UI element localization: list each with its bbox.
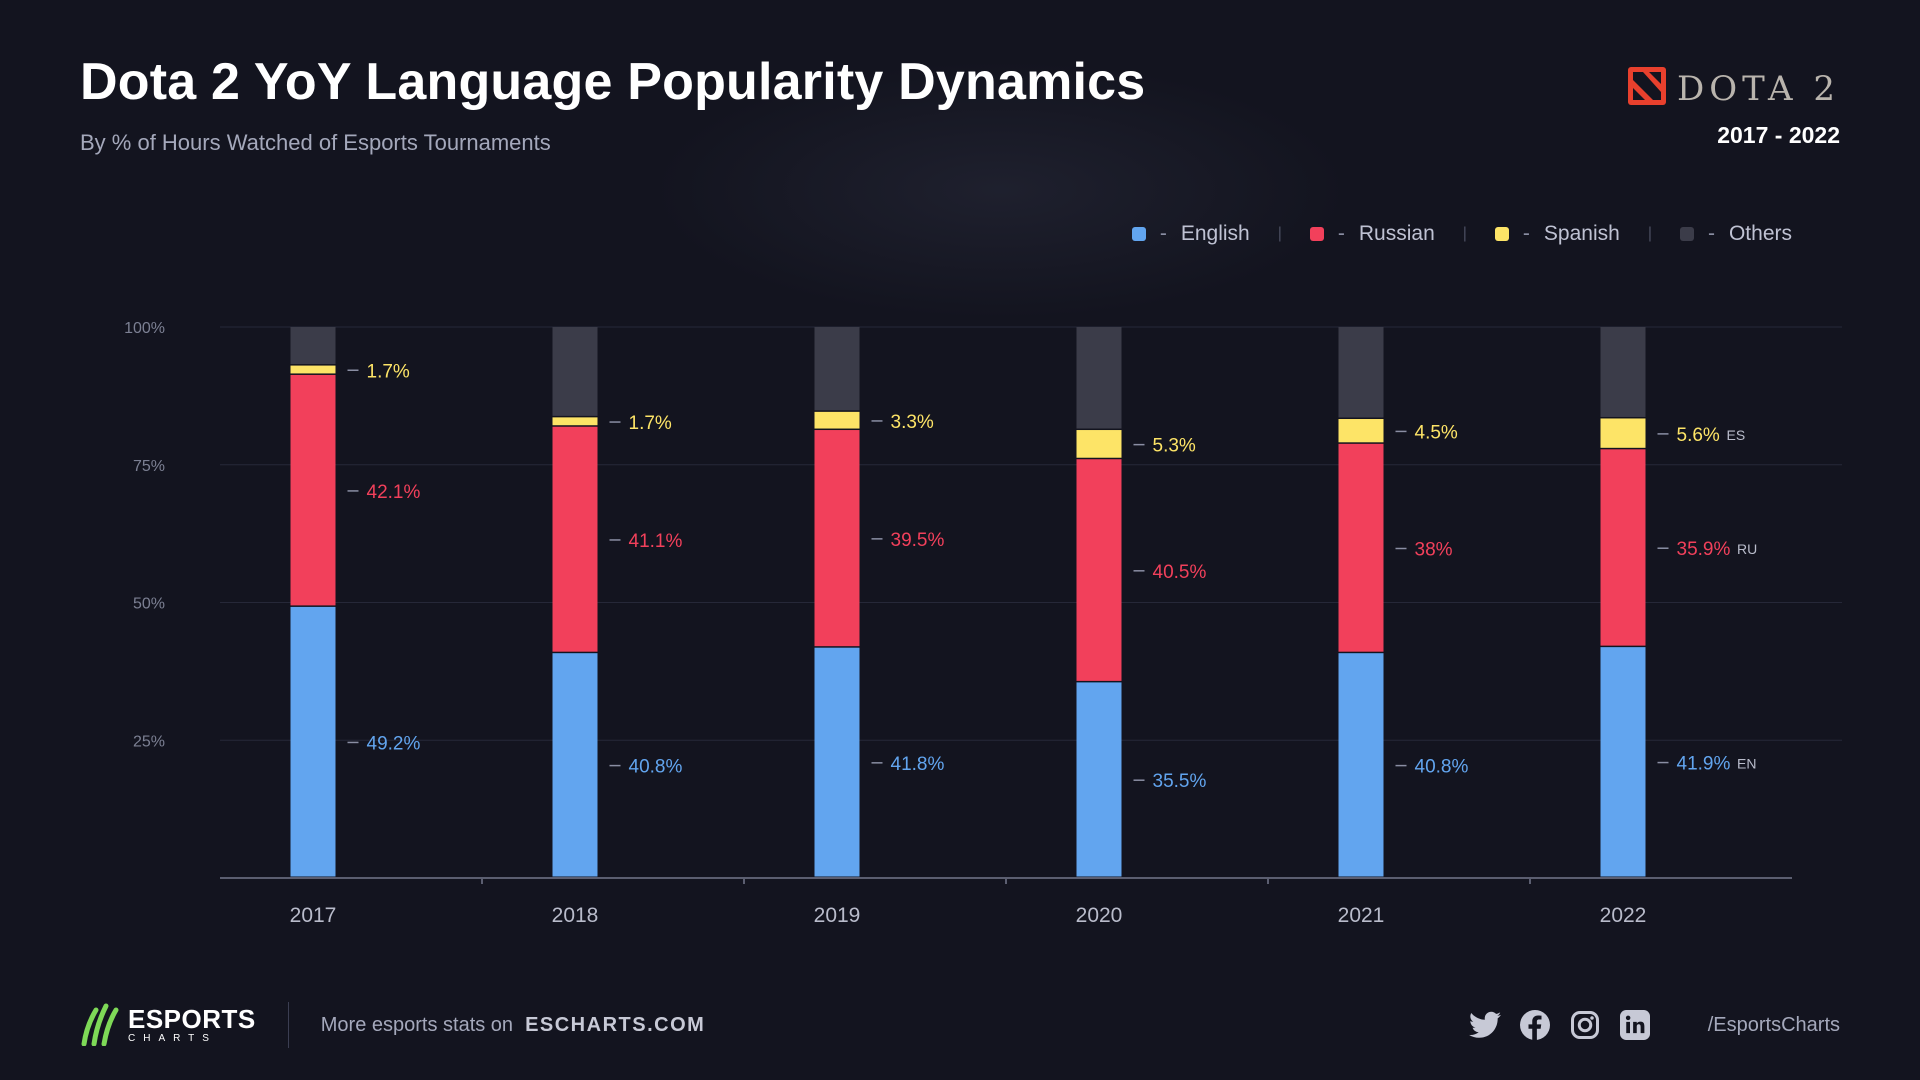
bar-segment-spanish bbox=[290, 365, 336, 374]
legend-item-russian: - Russian bbox=[1309, 222, 1435, 246]
bar-segment-others bbox=[814, 327, 860, 411]
legend-label-spanish: Spanish bbox=[1543, 222, 1620, 245]
legend-item-english: - English bbox=[1131, 222, 1250, 246]
bar-segment-russian bbox=[1600, 449, 1646, 646]
dota2-brand: DOTA 2 bbox=[1627, 66, 1840, 111]
data-label-spanish: 1.7% bbox=[629, 413, 672, 434]
legend-swatch-spanish bbox=[1494, 227, 1509, 241]
legend-dash: - bbox=[1522, 222, 1530, 245]
linkedin-icon[interactable] bbox=[1618, 1008, 1652, 1042]
legend-dash: - bbox=[1707, 222, 1715, 245]
data-label-spanish: 5.3% bbox=[1153, 436, 1196, 457]
instagram-icon[interactable] bbox=[1568, 1008, 1602, 1042]
bar-segment-others bbox=[1076, 327, 1122, 429]
bar-segment-russian bbox=[1076, 459, 1122, 681]
bar-segment-english bbox=[814, 647, 860, 877]
twitter-icon[interactable] bbox=[1468, 1008, 1502, 1042]
years-range: 2017 - 2022 bbox=[1717, 122, 1840, 148]
bar-segment-english bbox=[552, 653, 598, 877]
stacked-bar-chart: 25% 50% 75% 100% 49.2% 42.1% 1.7% 2017 40.8% 41.1… bbox=[124, 320, 1842, 927]
legend-separator: | bbox=[1462, 225, 1467, 242]
y-tick-label: 100% bbox=[124, 320, 165, 337]
language-code-label: RU bbox=[1737, 541, 1757, 557]
data-label-english: 40.8% bbox=[629, 757, 683, 778]
footer: ESPORTS CHARTS More esports stats on ESC… bbox=[80, 995, 1840, 1055]
legend-swatch-russian bbox=[1309, 227, 1324, 241]
language-code-label: ES bbox=[1727, 427, 1746, 443]
data-label-russian: 41.1% bbox=[629, 531, 683, 552]
social-handle[interactable]: /EsportsCharts bbox=[1707, 1013, 1840, 1036]
bar-segment-russian bbox=[552, 426, 598, 652]
data-label-spanish: 3.3% bbox=[891, 412, 934, 433]
bar-segment-spanish bbox=[552, 417, 598, 426]
facebook-icon[interactable] bbox=[1518, 1008, 1552, 1042]
x-tick-label: 2019 bbox=[814, 904, 861, 927]
bar-segment-english bbox=[1600, 647, 1646, 877]
legend-swatch-english bbox=[1131, 227, 1146, 241]
legend-swatch-others bbox=[1679, 227, 1694, 241]
footer-text: More esports stats on bbox=[320, 1013, 514, 1036]
legend-item-spanish: - Spanish bbox=[1494, 222, 1620, 246]
data-label-english: 40.8% bbox=[1415, 757, 1469, 778]
social-links: /EsportsCharts bbox=[1468, 1008, 1840, 1042]
y-tick-label: 75% bbox=[133, 458, 165, 475]
footer-divider bbox=[287, 1002, 289, 1048]
data-label-english: 41.9% bbox=[1677, 754, 1731, 775]
bar-segment-russian bbox=[814, 430, 860, 647]
data-label-russian: 42.1% bbox=[367, 482, 421, 503]
legend-label-others: Others bbox=[1728, 222, 1792, 245]
legend-item-others: - Others bbox=[1679, 222, 1792, 246]
x-tick-label: 2020 bbox=[1076, 904, 1123, 927]
x-tick-label: 2022 bbox=[1600, 904, 1647, 927]
legend-separator: | bbox=[1647, 225, 1652, 242]
data-label-spanish: 5.6% bbox=[1677, 425, 1720, 446]
bar-segment-others bbox=[290, 327, 336, 365]
bar-segment-others bbox=[1338, 327, 1384, 418]
esports-charts-logo-icon bbox=[80, 1000, 120, 1051]
bar-segment-english bbox=[290, 606, 336, 877]
bar-segment-spanish bbox=[814, 411, 860, 429]
data-label-russian: 40.5% bbox=[1153, 562, 1207, 583]
bar-segment-spanish bbox=[1076, 430, 1122, 458]
data-label-english: 49.2% bbox=[367, 733, 421, 754]
bar-segment-others bbox=[1600, 327, 1646, 417]
language-code-label: EN bbox=[1737, 756, 1756, 772]
data-label-russian: 35.9% bbox=[1677, 539, 1731, 560]
legend-label-english: English bbox=[1180, 222, 1250, 245]
logo-main-text: ESPORTS bbox=[128, 1004, 256, 1034]
data-label-spanish: 1.7% bbox=[367, 361, 410, 382]
data-label-spanish: 4.5% bbox=[1415, 422, 1458, 443]
bar-segment-english bbox=[1076, 682, 1122, 877]
bar-segment-english bbox=[1338, 653, 1384, 877]
chart-title: Dota 2 YoY Language Popularity Dynamics bbox=[80, 53, 1146, 111]
x-tick-label: 2021 bbox=[1338, 904, 1385, 927]
y-tick-label: 25% bbox=[133, 733, 165, 750]
legend-separator: | bbox=[1277, 225, 1282, 242]
bar-segment-spanish bbox=[1338, 419, 1384, 443]
esports-charts-logo[interactable]: ESPORTS CHARTS bbox=[80, 1000, 256, 1051]
y-tick-label: 50% bbox=[133, 596, 165, 613]
bar-segment-spanish bbox=[1600, 418, 1646, 448]
legend-label-russian: Russian bbox=[1358, 222, 1435, 245]
bar-segment-russian bbox=[290, 374, 336, 606]
legend-dash: - bbox=[1337, 222, 1345, 245]
chart-subtitle: By % of Hours Watched of Esports Tournam… bbox=[80, 130, 551, 155]
data-label-english: 41.8% bbox=[891, 754, 945, 775]
legend-dash: - bbox=[1159, 222, 1167, 245]
brand-name: DOTA 2 bbox=[1677, 68, 1840, 109]
data-label-russian: 38% bbox=[1415, 540, 1453, 561]
legend: - English | - Russian | - Spanish | - Ot… bbox=[1131, 222, 1792, 246]
x-tick-label: 2018 bbox=[552, 904, 599, 927]
dota2-logo-icon bbox=[1627, 66, 1667, 111]
x-tick-label: 2017 bbox=[290, 904, 337, 927]
bar-segment-russian bbox=[1338, 443, 1384, 652]
data-label-english: 35.5% bbox=[1153, 771, 1207, 792]
logo-sub-text: CHARTS bbox=[128, 1033, 217, 1044]
data-label-russian: 39.5% bbox=[891, 530, 945, 551]
bar-segment-others bbox=[552, 327, 598, 416]
escharts-link[interactable]: ESCHARTS.COM bbox=[525, 1013, 706, 1036]
